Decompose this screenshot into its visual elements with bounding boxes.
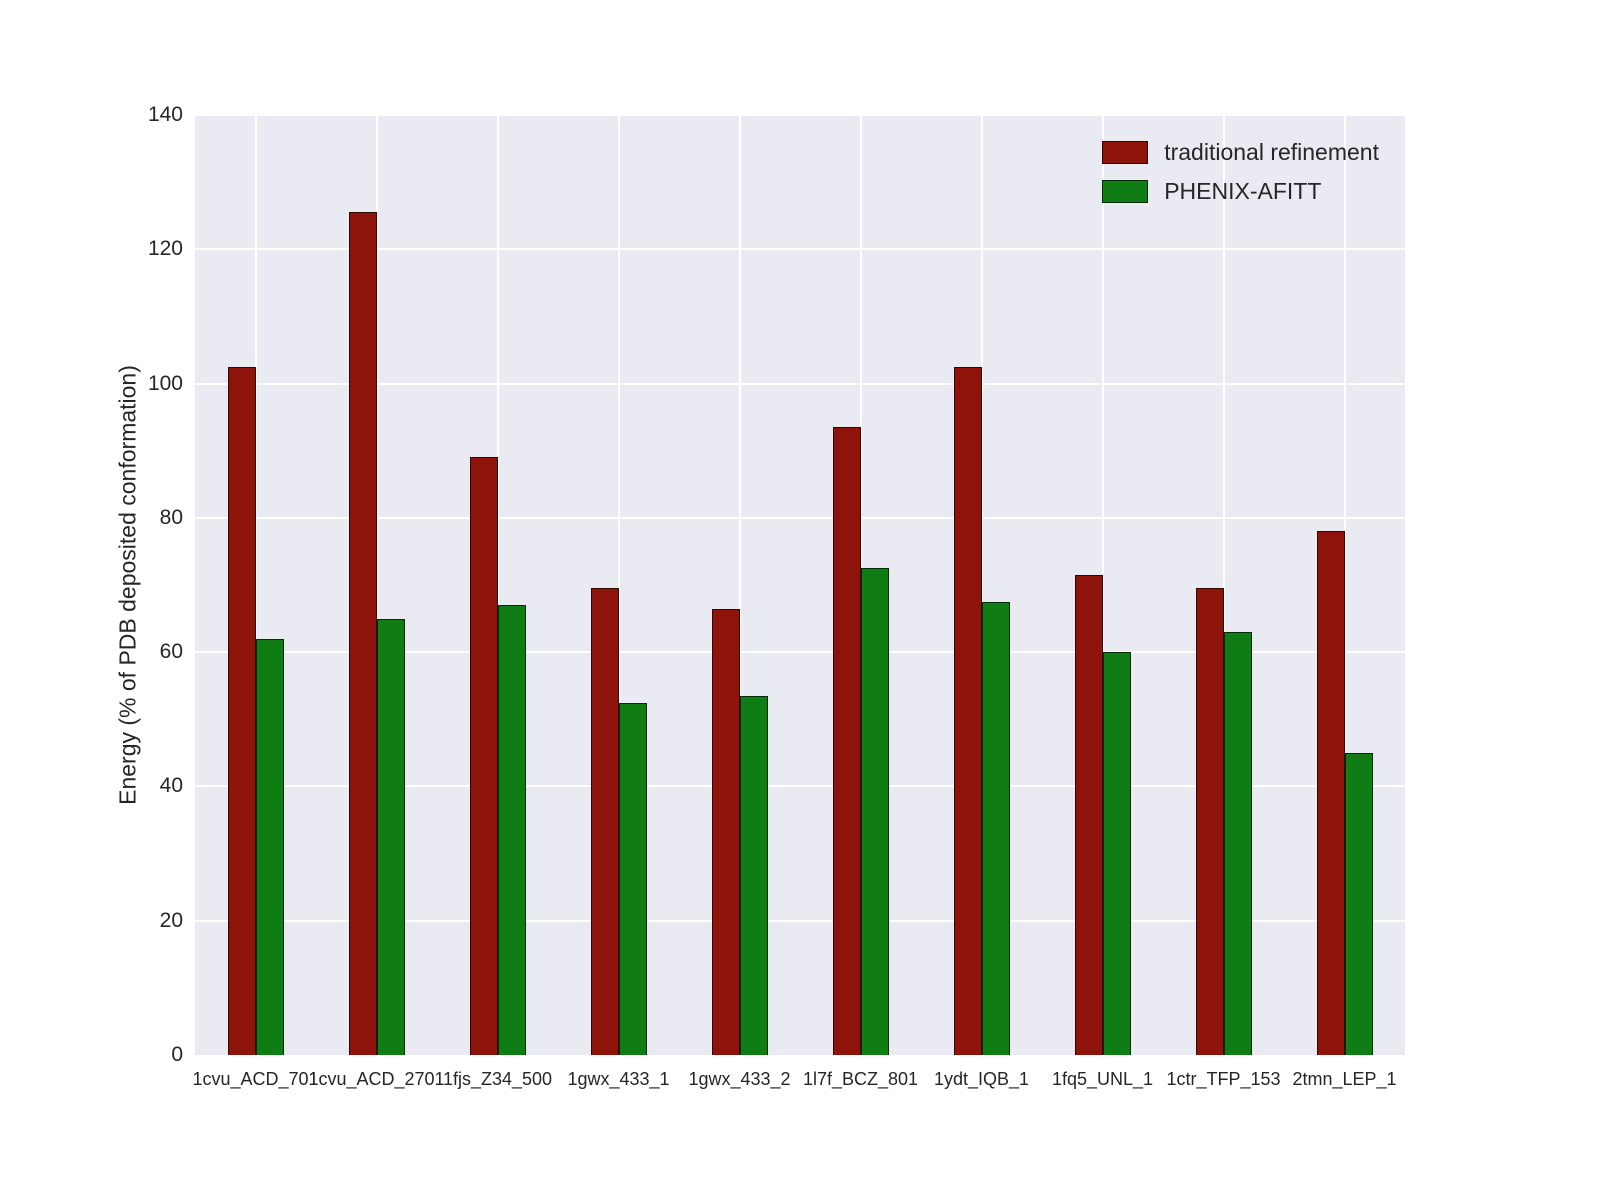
y-tick-label: 80 (159, 505, 183, 529)
bar-traditional-refinement (953, 366, 982, 1055)
y-tick-label: 120 (147, 237, 183, 261)
bar-phenix-afitt (981, 601, 1010, 1055)
y-tick-label: 100 (147, 371, 183, 395)
x-tick-label: 1gwx_433_1 (567, 1069, 670, 1089)
y-tick-label: 0 (171, 1043, 183, 1066)
gridline-horizontal (195, 516, 1405, 519)
gridline-horizontal (195, 382, 1405, 385)
bar-traditional-refinement (711, 608, 740, 1055)
bar-traditional-refinement (348, 212, 377, 1055)
gridline-horizontal (195, 248, 1405, 251)
x-tick-label: 1ydt_IQB_1 (933, 1069, 1030, 1089)
legend-entry: PHENIX-AFITT (1102, 178, 1379, 205)
x-tick-label: 1cvu_ACD_2701 (308, 1069, 445, 1089)
x-tick-label: 1ctr_TFP_153 (1166, 1069, 1281, 1089)
legend-label: PHENIX-AFITT (1164, 178, 1322, 204)
y-tick-label: 20 (159, 908, 183, 932)
x-tick-label: 1fjs_Z34_500 (442, 1069, 553, 1089)
legend-entry: traditional refinement (1102, 139, 1379, 166)
y-axis-label: Energy (% of PDB deposited conformation) (114, 365, 141, 805)
x-tick-label: 1l7f_BCZ_801 (802, 1069, 919, 1089)
y-tick-label: 40 (159, 774, 183, 798)
bar-phenix-afitt (1344, 752, 1373, 1055)
bar-phenix-afitt (255, 638, 284, 1055)
x-tick-label: 1cvu_ACD_701 (192, 1069, 319, 1089)
bar-traditional-refinement (1195, 588, 1224, 1055)
bar-phenix-afitt (1102, 652, 1131, 1055)
x-tick-label: 1fq5_UNL_1 (1051, 1069, 1154, 1089)
bar-traditional-refinement (1316, 531, 1345, 1055)
bar-traditional-refinement (227, 366, 256, 1055)
bar-traditional-refinement (1074, 574, 1103, 1055)
bar-phenix-afitt (860, 568, 889, 1055)
legend-swatch-phenix-afitt (1102, 180, 1149, 203)
bar-traditional-refinement (832, 427, 861, 1055)
bar-traditional-refinement (469, 457, 498, 1055)
y-tick-label: 140 (147, 103, 183, 126)
legend-label: traditional refinement (1164, 139, 1379, 165)
plot-area: traditional refinement PHENIX-AFITT (195, 114, 1405, 1055)
x-tick-label: 2tmn_LEP_1 (1292, 1069, 1397, 1089)
bar-traditional-refinement (590, 588, 619, 1055)
legend-swatch-traditional-refinement (1102, 141, 1149, 164)
y-tick-label: 60 (159, 640, 183, 664)
bar-phenix-afitt (1223, 632, 1252, 1055)
bar-phenix-afitt (618, 702, 647, 1055)
bar-phenix-afitt (376, 618, 405, 1055)
bar-phenix-afitt (497, 605, 526, 1055)
bar-phenix-afitt (739, 695, 768, 1055)
x-tick-label: 1gwx_433_2 (688, 1069, 791, 1089)
legend: traditional refinement PHENIX-AFITT (1094, 133, 1387, 211)
gridline-horizontal (195, 114, 1405, 116)
